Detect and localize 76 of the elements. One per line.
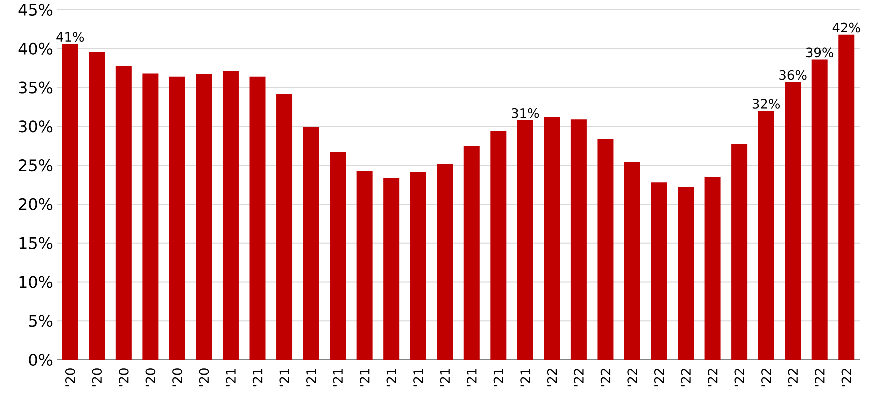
bar — [356, 171, 373, 360]
y-tick-label: 45% — [18, 4, 53, 16]
y-tick-label: 0% — [29, 354, 53, 366]
x-tick-label: '22 — [600, 369, 611, 387]
x-tick-label: '22 — [628, 369, 638, 387]
bar — [384, 178, 400, 360]
bar — [330, 152, 346, 360]
data-label: 39% — [806, 48, 834, 58]
bar — [490, 131, 507, 360]
bar — [222, 71, 239, 360]
x-tick-label: '22 — [708, 369, 718, 387]
x-tick-label: '22 — [547, 369, 557, 387]
bar — [704, 177, 721, 360]
data-label: 42% — [832, 22, 860, 33]
bar — [598, 139, 614, 360]
x-tick-label: '20 — [172, 368, 182, 387]
data-label: 32% — [752, 99, 780, 109]
x-tick-label: '20 — [119, 368, 129, 387]
bar — [464, 146, 480, 360]
x-tick-label: '21 — [360, 368, 370, 387]
x-tick-label: '21 — [414, 368, 424, 387]
x-tick-label: '20 — [146, 368, 156, 387]
bar — [838, 34, 855, 360]
x-tick-label: '21 — [467, 368, 477, 387]
x-tick-label: '21 — [333, 368, 343, 387]
bar — [250, 76, 266, 360]
bar — [276, 94, 293, 360]
bar — [437, 164, 454, 360]
bar — [303, 127, 320, 360]
bar — [517, 120, 534, 360]
x-tick-label: '20 — [199, 368, 210, 387]
x-tick-label: '21 — [280, 368, 290, 387]
bar — [624, 162, 640, 360]
x-tick-label: '21 — [226, 368, 236, 387]
bar — [62, 44, 78, 360]
x-tick-label: '22 — [654, 369, 664, 387]
x-tick-label: '22 — [815, 369, 825, 387]
bar — [142, 74, 159, 360]
x-tick-label: '22 — [762, 369, 772, 387]
bar — [812, 60, 828, 360]
data-label: 31% — [512, 108, 540, 118]
bar — [169, 76, 186, 360]
bar — [116, 66, 132, 360]
x-tick-label: '22 — [842, 369, 852, 387]
bar — [544, 117, 560, 360]
x-tick-label: '21 — [440, 368, 450, 387]
y-tick-label: 10% — [20, 276, 53, 288]
bar — [732, 144, 748, 360]
bar — [89, 52, 106, 360]
bar — [196, 74, 212, 360]
y-tick-label: 30% — [19, 120, 53, 133]
x-tick-label: '20 — [92, 368, 102, 387]
y-tick-label: 40% — [18, 42, 53, 55]
x-tick-label: '21 — [252, 368, 263, 387]
y-tick-label: 35% — [19, 82, 53, 94]
data-label: 36% — [780, 70, 807, 80]
data-label: 41% — [56, 32, 84, 42]
y-tick-label: 20% — [19, 198, 53, 210]
bar — [785, 82, 802, 360]
x-tick-label: '20 — [65, 368, 76, 387]
x-tick-label: '22 — [574, 369, 584, 387]
y-tick-label: 25% — [19, 160, 53, 172]
x-tick-label: '21 — [306, 368, 316, 387]
x-tick-label: '22 — [734, 369, 744, 387]
y-tick-label: 5% — [29, 315, 53, 328]
x-tick-label: '21 — [494, 368, 504, 387]
x-tick-label: '21 — [386, 368, 396, 387]
bar — [410, 172, 426, 360]
x-tick-label: '22 — [681, 369, 691, 387]
bar — [570, 120, 587, 360]
y-tick-label: 15% — [20, 237, 53, 250]
bar — [678, 187, 694, 360]
bar — [758, 111, 774, 360]
x-tick-label: '21 — [520, 368, 530, 387]
bar — [651, 182, 668, 360]
x-tick-label: '22 — [788, 369, 798, 387]
